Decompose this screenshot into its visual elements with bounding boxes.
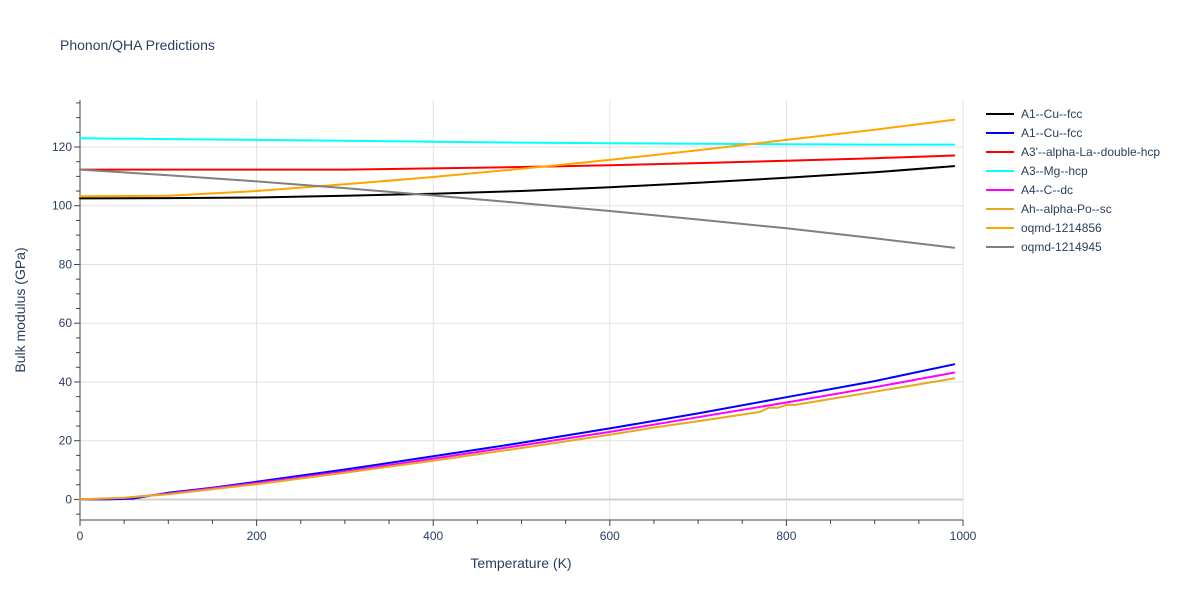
legend-label: A1--Cu--fcc [1021,126,1082,140]
y-axis-title: Bulk modulus (GPa) [12,247,28,372]
series-line-2 [79,154,956,171]
y-tick-label: 80 [59,257,73,271]
x-tick-label: 200 [247,529,267,543]
legend-label: oqmd-1214856 [1021,221,1102,235]
series-line-5 [79,377,956,501]
legend-label: A3--Mg--hcp [1021,164,1088,178]
axes: 0 200 400 600 800 1000 0 20 40 60 80 100 120 [52,100,977,543]
legend-item[interactable]: Ah--alpha-Po--sc [986,202,1112,216]
y-tick-label: 0 [65,492,72,506]
y-tick-label: 100 [52,199,72,213]
y-tick-label: 120 [52,140,72,154]
grid [80,100,964,520]
legend-label: A3'--alpha-La--double-hcp [1021,145,1160,159]
x-axis-title: Temperature (K) [470,555,571,571]
legend-item[interactable]: A1--Cu--fcc [986,107,1082,121]
y-tick-label: 20 [59,434,73,448]
plot-area [79,118,956,501]
legend-item[interactable]: A3--Mg--hcp [986,164,1088,178]
x-tick-label: 1000 [950,529,977,543]
legend: A1--Cu--fcc A1--Cu--fcc A3'--alpha-La--dou… [986,107,1160,254]
series-line-4 [79,371,956,501]
series-line-1 [79,363,956,501]
legend-label: Ah--alpha-Po--sc [1021,202,1112,216]
y-tick-label: 40 [59,375,73,389]
y-tick-label: 60 [59,316,73,330]
legend-item[interactable]: oqmd-1214856 [986,221,1102,235]
legend-item[interactable]: A3'--alpha-La--double-hcp [986,145,1160,159]
series-line-7 [79,168,956,249]
legend-item[interactable]: oqmd-1214945 [986,240,1102,254]
x-tick-label: 800 [776,529,796,543]
chart-title: Phonon/QHA Predictions [60,37,215,53]
legend-item[interactable]: A1--Cu--fcc [986,126,1082,140]
x-tick-label: 600 [600,529,620,543]
series-line-3 [79,137,956,146]
x-tick-label: 0 [77,529,84,543]
legend-label: A4--C--dc [1021,183,1073,197]
legend-item[interactable]: A4--C--dc [986,183,1073,197]
series-line-0 [79,165,956,200]
series-line-6 [79,118,956,198]
legend-label: A1--Cu--fcc [1021,107,1082,121]
legend-label: oqmd-1214945 [1021,240,1102,254]
x-tick-label: 400 [423,529,443,543]
